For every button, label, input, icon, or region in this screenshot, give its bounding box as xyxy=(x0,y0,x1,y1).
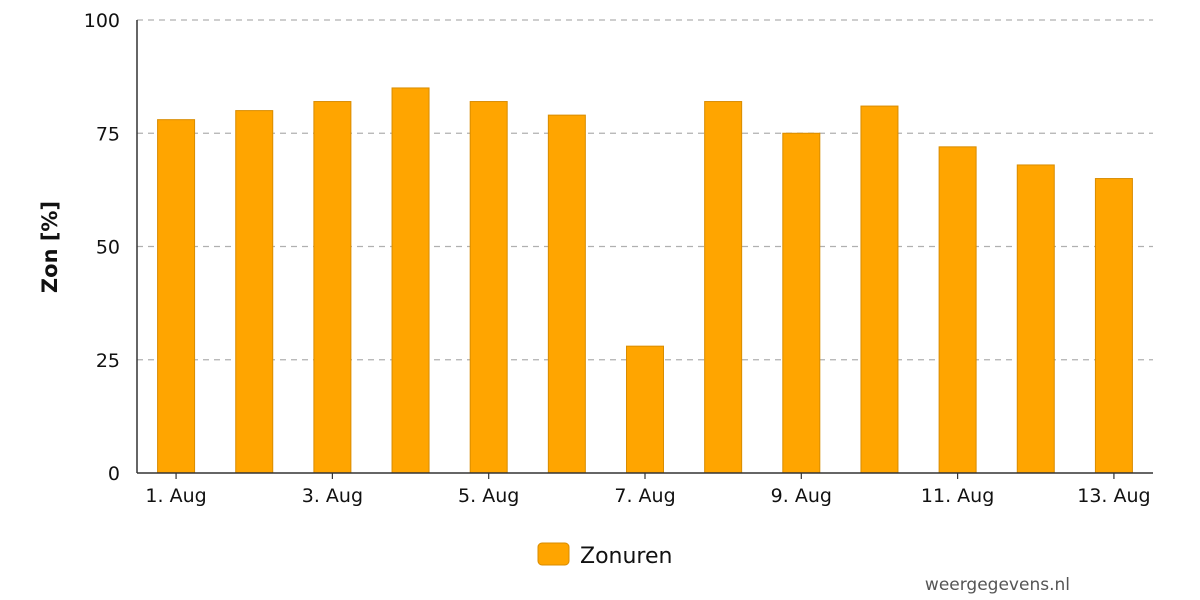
y-axis-label: Zon [%] xyxy=(38,201,62,293)
bar-6-aug[interactable] xyxy=(547,114,586,474)
axes xyxy=(136,20,1153,479)
y-tick-label: 75 xyxy=(96,123,120,145)
legend-label: Zonuren xyxy=(580,544,672,569)
bar-13-aug[interactable] xyxy=(1094,178,1133,474)
y-tick-label: 50 xyxy=(96,237,120,259)
bar-11-aug[interactable] xyxy=(938,146,977,474)
legend[interactable]: Zonuren xyxy=(537,542,672,569)
bar-1-aug[interactable] xyxy=(157,119,196,474)
bar-12-aug[interactable] xyxy=(1016,164,1055,474)
bar-7-aug[interactable] xyxy=(626,345,664,474)
y-tick-label: 0 xyxy=(108,463,120,485)
x-tick-label: 9. Aug xyxy=(771,485,832,507)
credit-text[interactable]: weergegevens.nl xyxy=(925,575,1070,595)
x-tick-label: 3. Aug xyxy=(302,485,363,507)
bar-9-aug[interactable] xyxy=(782,132,821,474)
bar-3-aug[interactable] xyxy=(313,101,352,474)
y-tick-label: 100 xyxy=(84,10,120,32)
y-tick-label: 25 xyxy=(96,350,120,372)
y-tick-labels: 0 25 50 75 100 xyxy=(84,10,120,485)
bar-10-aug[interactable] xyxy=(860,105,899,474)
x-tick-labels: 1. Aug 3. Aug 5. Aug 7. Aug 9. Aug 11. Aug 13.… xyxy=(145,485,1150,507)
x-tick-label: 11. Aug xyxy=(921,485,994,507)
x-tick-label: 13. Aug xyxy=(1077,485,1150,507)
bars xyxy=(157,87,1133,474)
x-tick-label: 1. Aug xyxy=(145,485,206,507)
bar-8-aug[interactable] xyxy=(704,101,743,474)
legend-swatch xyxy=(537,542,570,566)
bar-5-aug[interactable] xyxy=(469,101,508,474)
grid-lines xyxy=(137,19,1153,361)
x-tick-label: 7. Aug xyxy=(614,485,675,507)
bar-4-aug[interactable] xyxy=(391,87,430,474)
x-tick-label: 5. Aug xyxy=(458,485,519,507)
bar-2-aug[interactable] xyxy=(235,110,274,474)
